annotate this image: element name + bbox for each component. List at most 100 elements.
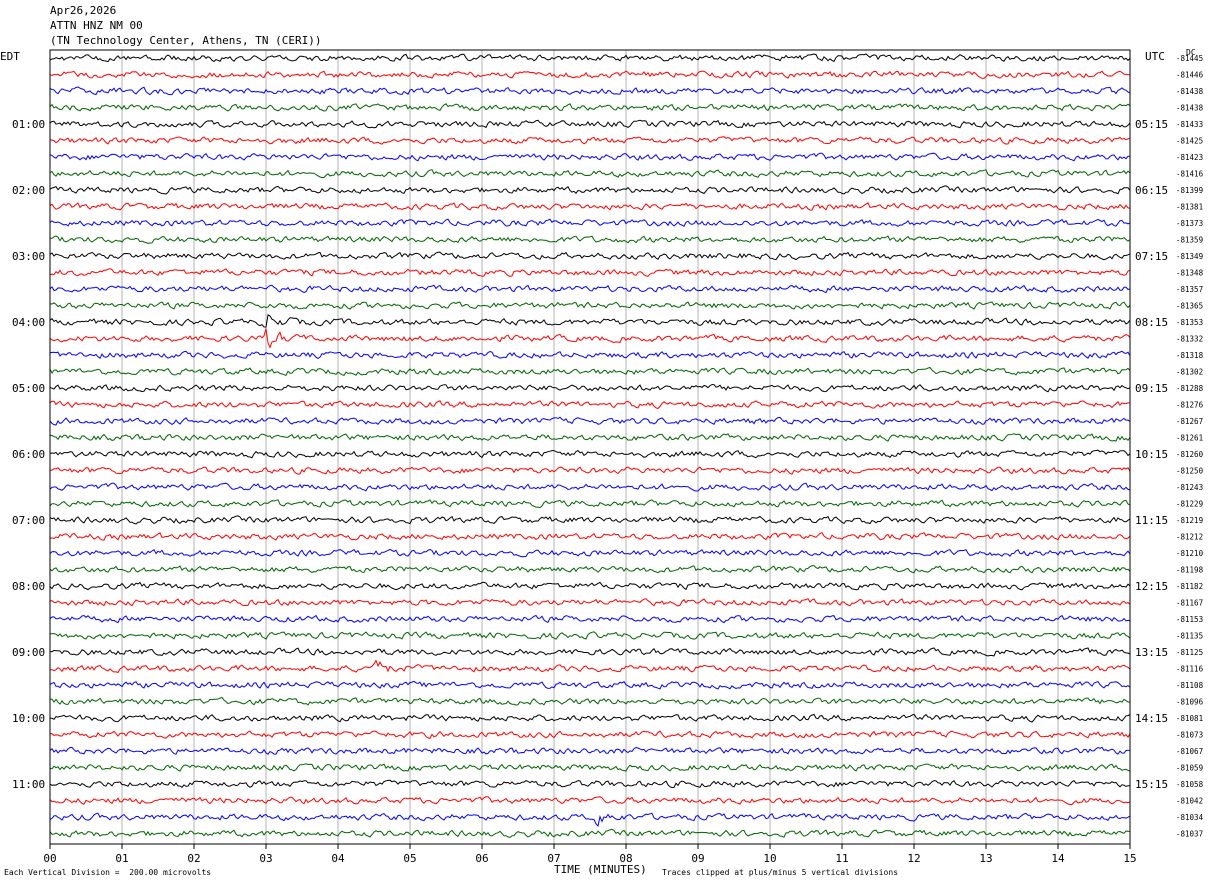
dc-offset-label: -81081 (1176, 714, 1203, 723)
dc-offset-label: -81198 (1176, 566, 1204, 575)
edt-hour-label: 07:00 (12, 514, 45, 527)
trace-row-34 (49, 614, 1131, 624)
x-tick-label: 12 (907, 852, 920, 865)
trace-row-29 (49, 532, 1131, 541)
trace-row-42 (49, 746, 1131, 755)
trace-row-12 (49, 251, 1131, 261)
trace-row-32 (49, 581, 1131, 591)
utc-hour-labels: 05:15 06:15 07:15 08:15 09:15 10:15 11:15 12:15… (1135, 118, 1168, 791)
utc-hour-label: 11:15 (1135, 514, 1168, 527)
trace-row-31 (49, 565, 1131, 574)
x-tick-label: 02 (187, 852, 200, 865)
plot-frame (49, 49, 1131, 845)
x-tick-label: 06 (475, 852, 488, 865)
trace-row-43 (49, 763, 1131, 772)
dc-offset-label: -81058 (1176, 780, 1204, 789)
trace-row-6 (49, 152, 1130, 162)
trace-row-10 (49, 218, 1131, 228)
dc-offset-label: -81318 (1176, 351, 1204, 360)
edt-hour-label: 11:00 (12, 778, 45, 791)
utc-hour-label: 15:15 (1135, 778, 1168, 791)
dc-offset-label: -81037 (1176, 830, 1203, 839)
trace-row-22 (49, 416, 1131, 426)
dc-offset-label: -81438 (1176, 87, 1204, 96)
dc-offset-label: -81243 (1176, 483, 1203, 492)
dc-offset-label: -81153 (1176, 615, 1203, 624)
dc-offset-label: -81276 (1176, 401, 1204, 410)
trace-row-9 (49, 202, 1131, 211)
trace-row-37 (50, 659, 1131, 674)
edt-hour-label: 08:00 (12, 580, 45, 593)
utc-hour-label: 12:15 (1135, 580, 1168, 593)
dc-offset-label: -81446 (1176, 71, 1204, 80)
trace-row-14 (49, 284, 1131, 294)
x-axis-ticks: 00 01 02 03 04 05 06 07 08 09 10 11 12 13 14 15 (43, 844, 1137, 865)
trace-row-1 (49, 70, 1131, 79)
trace-row-38 (49, 680, 1131, 690)
edt-hour-label: 05:00 (12, 382, 45, 395)
dc-offset-label: -81267 (1176, 417, 1203, 426)
x-tick-label: 00 (43, 852, 56, 865)
x-tick-label: 04 (331, 852, 345, 865)
trace-row-21 (49, 400, 1131, 410)
trace-row-20 (49, 384, 1131, 393)
x-tick-label: 08 (619, 852, 632, 865)
trace-row-41 (49, 730, 1131, 739)
dc-offset-label: -81288 (1176, 384, 1204, 393)
seismic-traces (49, 53, 1131, 839)
edt-hour-label: 04:00 (12, 316, 45, 329)
dc-column-label: DC (1186, 48, 1196, 57)
edt-hour-labels: 01:00 02:00 03:00 04:00 05:00 06:00 07:00 08:00… (12, 118, 45, 791)
trace-row-25 (49, 466, 1131, 475)
x-tick-label: 09 (691, 852, 704, 865)
trace-row-27 (49, 499, 1131, 509)
x-tick-label: 11 (835, 852, 848, 865)
x-tick-label: 13 (979, 852, 992, 865)
dc-offset-label: -81433 (1176, 120, 1203, 129)
edt-hour-label: 10:00 (12, 712, 45, 725)
dc-offset-label: -81059 (1176, 764, 1203, 773)
dc-offset-label: -81210 (1176, 549, 1204, 558)
trace-row-39 (49, 696, 1131, 706)
trace-row-44 (49, 779, 1131, 789)
dc-offset-label: -81229 (1176, 500, 1203, 509)
x-tick-label: 10 (763, 852, 776, 865)
dc-offset-labels: -81445 -81446 -81438 -81438 -81433 -81425 -814… (1176, 54, 1204, 839)
dc-offset-label: -81125 (1176, 648, 1203, 657)
trace-row-7 (49, 169, 1131, 178)
dc-offset-label: -81212 (1176, 533, 1203, 542)
dc-offset-label: -81260 (1176, 450, 1204, 459)
trace-row-15 (49, 301, 1131, 310)
trace-row-40 (49, 713, 1131, 723)
trace-row-36 (49, 647, 1131, 657)
dc-offset-label: -81373 (1176, 219, 1203, 228)
trace-row-33 (49, 598, 1131, 607)
trace-row-47 (49, 828, 1131, 839)
header-station: ATTN HNZ NM 00 (50, 19, 143, 32)
trace-row-4 (49, 119, 1131, 129)
dc-offset-label: -81108 (1176, 681, 1204, 690)
dc-offset-label: -81332 (1176, 335, 1203, 344)
dc-offset-label: -81425 (1176, 137, 1203, 146)
dc-offset-label: -81116 (1176, 665, 1204, 674)
dc-offset-label: -81042 (1176, 797, 1203, 806)
x-tick-label: 01 (115, 852, 128, 865)
trace-row-19 (49, 366, 1131, 377)
x-tick-label: 03 (259, 852, 272, 865)
utc-hour-label: 10:15 (1135, 448, 1168, 461)
utc-hour-label: 13:15 (1135, 646, 1168, 659)
edt-hour-label: 01:00 (12, 118, 45, 131)
trace-row-46 (49, 812, 1131, 828)
dc-offset-label: -81365 (1176, 302, 1203, 311)
x-tick-label: 05 (403, 852, 416, 865)
dc-offset-label: -81381 (1176, 203, 1203, 212)
x-tick-label: 15 (1123, 852, 1136, 865)
dc-offset-label: -81182 (1176, 582, 1203, 591)
x-tick-label: 14 (1051, 852, 1065, 865)
dc-offset-label: -81416 (1176, 170, 1204, 179)
left-timezone-label: EDT (0, 50, 20, 63)
utc-hour-label: 05:15 (1135, 118, 1168, 131)
dc-offset-label: -81302 (1176, 368, 1203, 377)
utc-hour-label: 09:15 (1135, 382, 1168, 395)
